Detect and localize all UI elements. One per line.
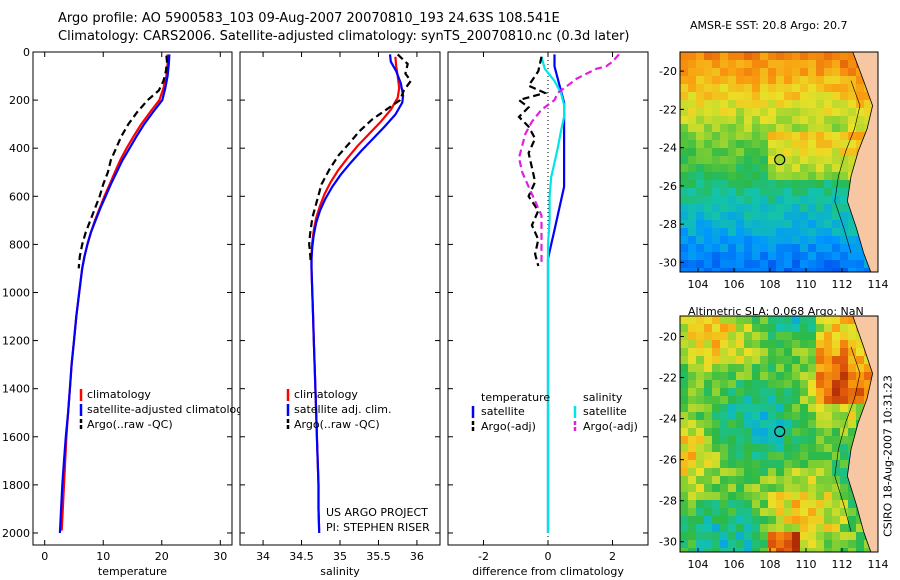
temperature-xlabel: temperature — [98, 565, 167, 578]
sla_map-xtick-label: 106 — [724, 558, 745, 571]
temperature-xtick-label: 20 — [155, 550, 169, 563]
panel-difference: -2 0 2 difference from climatology temperatu… — [447, 51, 649, 578]
sla_map-xtick-label: 112 — [832, 558, 853, 571]
temperature-ytick-label: 1200 — [2, 335, 30, 348]
temperature-ytick-label: 2000 — [2, 527, 30, 540]
sla_map-ytick-label: -30 — [659, 536, 677, 549]
salinity-xtick-label: 35.5 — [366, 550, 391, 563]
sla_map-field — [680, 316, 878, 552]
sla_map-ytick-label: -28 — [659, 495, 677, 508]
sst_map-ytick-label: -20 — [659, 65, 677, 78]
temperature-legend-label: climatology — [87, 388, 151, 401]
difference-xlabel: difference from climatology — [472, 565, 624, 578]
salinity-axes-box — [239, 51, 441, 546]
temperature-legend-label: Argo(..raw -QC) — [87, 418, 173, 431]
sla_map-land — [846, 316, 878, 552]
sst_map-ytick-label: -22 — [659, 103, 677, 116]
sst_map-xtick-label: 110 — [796, 278, 817, 291]
sst_map-frame — [679, 51, 879, 273]
temperature-ytick-label: 800 — [9, 238, 30, 251]
sla_map-isobath — [834, 346, 861, 532]
salinity-legend-label: satellite adj. clim. — [294, 403, 391, 416]
sst_map-isobath — [834, 80, 861, 253]
sla_map-ytick-label: -24 — [659, 413, 677, 426]
salinity-series-satellite-adj-clim- — [310, 54, 405, 534]
difference-series-argo-adj- — [517, 53, 620, 266]
salinity-legend-label: Argo(..raw -QC) — [294, 418, 380, 431]
sst_map-profile-marker — [774, 154, 786, 166]
difference-legend-label: Argo(-adj) — [583, 420, 638, 433]
difference-series-argo-adj- — [516, 56, 549, 267]
temperature-ytick-label: 400 — [9, 142, 30, 155]
temperature-ytick-label: 1600 — [2, 431, 30, 444]
sla_map-ytick-label: -26 — [659, 454, 677, 467]
salinity-xtick-label: 34.5 — [289, 550, 314, 563]
temperature-xtick-label: 10 — [96, 550, 110, 563]
temperature-xtick-label: 30 — [213, 550, 227, 563]
sla_map-xtick-label: 104 — [688, 558, 709, 571]
sst_map-xtick-label: 104 — [688, 278, 709, 291]
salinity-xtick-label: 36 — [410, 550, 424, 563]
sst-map-title: AMSR-E SST: 20.8 Argo: 20.7 — [690, 19, 848, 32]
figure-title-line1: Argo profile: AO 5900583_103 09-Aug-2007… — [58, 11, 560, 26]
temperature-ytick-label: 1400 — [2, 383, 30, 396]
sst_map-ytick-label: -26 — [659, 180, 677, 193]
sla_map-xtick-label: 110 — [796, 558, 817, 571]
legend-salinity-heading: salinity — [583, 391, 623, 404]
salinity-xtick-label: 35 — [333, 550, 347, 563]
sla_map-xtick-label: 114 — [868, 558, 889, 571]
sst_map-field — [680, 52, 878, 272]
sla_map-frame — [679, 315, 879, 553]
difference-xtick-label: -2 — [478, 550, 489, 563]
salinity-legend-label: climatology — [294, 388, 358, 401]
temperature-ytick-label: 200 — [9, 94, 30, 107]
sst_map-land — [846, 52, 878, 272]
salinity-xtick-label: 34 — [256, 550, 270, 563]
sst_map-xtick-label: 106 — [724, 278, 745, 291]
panel-salinity: 34 34.5 35 35.5 36 salinity climatology satelli… — [239, 51, 441, 578]
sst_map-xtick-label: 108 — [760, 278, 781, 291]
temperature-xtick-label: 0 — [41, 550, 48, 563]
sst_map-ytick-label: -28 — [659, 218, 677, 231]
difference-legend-label: satellite — [481, 405, 525, 418]
legend-temperature-heading: temperature — [481, 391, 550, 404]
sla_map-xtick-label: 108 — [760, 558, 781, 571]
sla-map-title: Altimetric SLA: 0.068 Argo: NaN — [688, 305, 864, 318]
difference-xtick-label: 0 — [545, 550, 552, 563]
difference-xtick-label: 2 — [609, 550, 616, 563]
temperature-ytick-label: 0 — [23, 46, 30, 59]
pi-annotation: PI: STEPHEN RISER — [326, 521, 430, 534]
sst_map-ytick-label: -30 — [659, 256, 677, 269]
panel-sst_map: 104 106 108 110 112 114 -20 -22 -24 -26 -28 -30 — [659, 51, 889, 291]
figure-title-line2: Climatology: CARS2006. Satellite-adjuste… — [58, 29, 630, 44]
difference-legend-label: Argo(-adj) — [481, 420, 536, 433]
sst_map-ytick-label: -24 — [659, 142, 677, 155]
project-annotation: US ARGO PROJECT — [326, 506, 428, 519]
temperature-ytick-label: 1000 — [2, 286, 30, 299]
sla_map-ytick-label: -22 — [659, 372, 677, 385]
sst_map-xtick-label: 114 — [868, 278, 889, 291]
temperature-ytick-label: 600 — [9, 190, 30, 203]
panel-temperature: 0 10 20 30 0 200 400 600 800 1000 1200 1400 1600 1800… — [2, 46, 250, 578]
sla_map-profile-marker — [774, 425, 786, 438]
temperature-ytick-label: 1800 — [2, 479, 30, 492]
salinity-series-argo-raw-qc- — [308, 53, 413, 264]
difference-legend-label: satellite — [583, 405, 627, 418]
sst_map-xtick-label: 112 — [832, 278, 853, 291]
temperature-legend-label: satellite-adjusted climatology — [87, 403, 250, 416]
panel-sla_map: 104 106 108 110 112 114 -20 -22 -24 -26 -28 -30 — [659, 315, 889, 571]
salinity-xlabel: salinity — [320, 565, 360, 578]
temperature-series-argo-raw-qc- — [77, 55, 169, 269]
sla_map-ytick-label: -20 — [659, 331, 677, 344]
temperature-series-satellite-adjusted-climatology — [58, 54, 171, 534]
difference-series-satellite — [540, 56, 566, 533]
